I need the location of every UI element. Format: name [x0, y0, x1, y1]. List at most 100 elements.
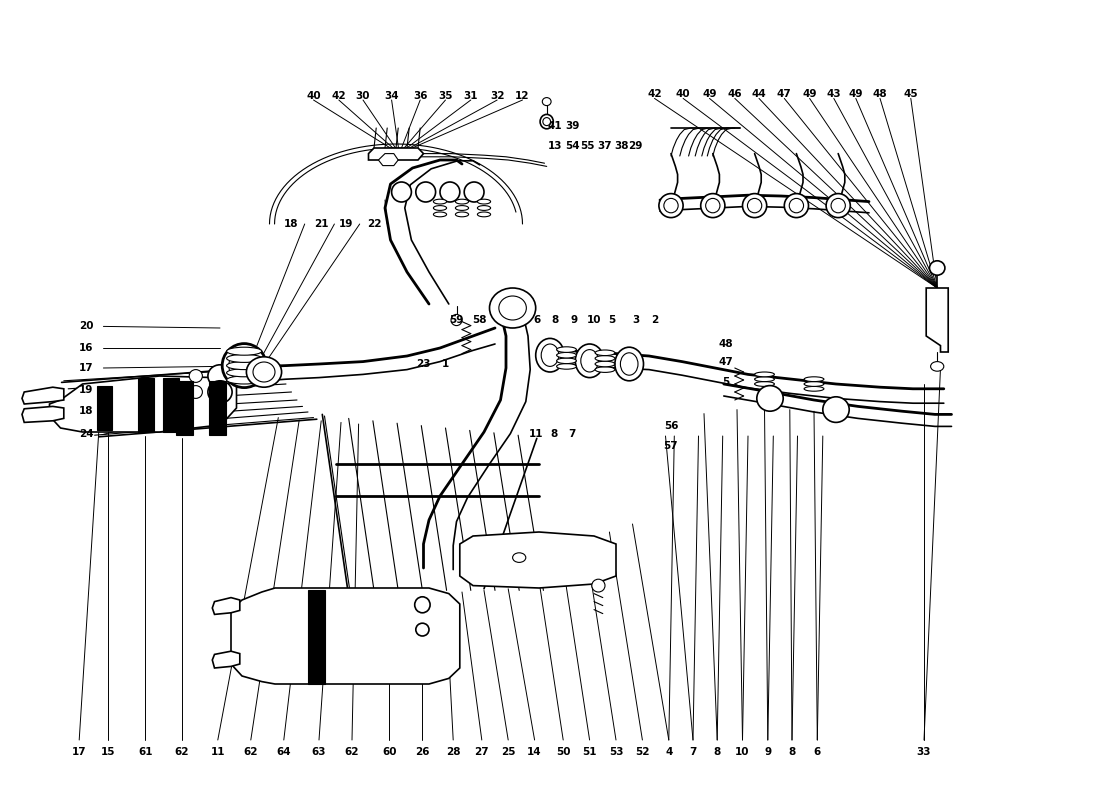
Ellipse shape — [931, 362, 944, 371]
Ellipse shape — [832, 198, 846, 213]
Text: 13: 13 — [548, 141, 563, 150]
Ellipse shape — [757, 386, 783, 411]
Ellipse shape — [433, 206, 447, 210]
Polygon shape — [22, 387, 64, 404]
Ellipse shape — [557, 363, 576, 370]
Ellipse shape — [540, 114, 553, 129]
Ellipse shape — [701, 194, 725, 218]
Text: 51: 51 — [582, 747, 597, 757]
Text: 48: 48 — [718, 339, 734, 349]
Text: 25: 25 — [500, 747, 516, 757]
Ellipse shape — [189, 370, 202, 382]
Ellipse shape — [189, 386, 202, 398]
Text: 2: 2 — [651, 315, 658, 325]
Text: 12: 12 — [515, 91, 530, 101]
Ellipse shape — [742, 194, 767, 218]
Text: 14: 14 — [527, 747, 542, 757]
Text: 7: 7 — [569, 429, 575, 438]
Ellipse shape — [784, 194, 808, 218]
Text: 57: 57 — [663, 441, 679, 450]
Text: 31: 31 — [463, 91, 478, 101]
Polygon shape — [97, 386, 112, 430]
Ellipse shape — [464, 182, 484, 202]
Text: 22: 22 — [366, 219, 382, 229]
Text: 8: 8 — [714, 747, 720, 757]
Text: 54: 54 — [564, 141, 580, 150]
Text: 44: 44 — [751, 90, 767, 99]
Ellipse shape — [208, 365, 232, 387]
Ellipse shape — [253, 362, 275, 382]
Text: 49: 49 — [702, 90, 717, 99]
Ellipse shape — [490, 288, 536, 328]
Ellipse shape — [542, 98, 551, 106]
Text: 59: 59 — [449, 315, 464, 325]
Ellipse shape — [541, 344, 559, 366]
Ellipse shape — [227, 354, 262, 362]
Text: 55: 55 — [580, 141, 595, 150]
Ellipse shape — [392, 182, 411, 202]
Text: 24: 24 — [79, 430, 94, 439]
Ellipse shape — [455, 199, 469, 204]
Text: 62: 62 — [243, 747, 258, 757]
Text: 11: 11 — [210, 747, 225, 757]
Text: 62: 62 — [344, 747, 360, 757]
Ellipse shape — [557, 346, 576, 352]
Text: 9: 9 — [764, 747, 771, 757]
Ellipse shape — [592, 579, 605, 592]
Text: 50: 50 — [556, 747, 571, 757]
Text: 41: 41 — [547, 121, 562, 130]
Ellipse shape — [595, 361, 615, 366]
Ellipse shape — [227, 376, 262, 384]
Text: 53: 53 — [608, 747, 624, 757]
Text: 9: 9 — [571, 315, 578, 325]
Polygon shape — [176, 381, 192, 435]
Text: 40: 40 — [675, 90, 691, 99]
Ellipse shape — [930, 261, 945, 275]
Ellipse shape — [455, 206, 469, 210]
Ellipse shape — [440, 182, 460, 202]
Polygon shape — [163, 378, 179, 432]
Ellipse shape — [415, 597, 430, 613]
Text: 18: 18 — [79, 406, 94, 416]
Text: 5: 5 — [608, 315, 615, 325]
Ellipse shape — [246, 357, 282, 387]
Polygon shape — [368, 148, 424, 160]
Ellipse shape — [595, 355, 615, 362]
Text: 47: 47 — [777, 90, 792, 99]
Text: 15: 15 — [100, 747, 116, 757]
Text: 17: 17 — [79, 363, 94, 373]
Polygon shape — [460, 532, 616, 588]
Text: 21: 21 — [314, 219, 329, 229]
Polygon shape — [22, 406, 64, 422]
Text: 30: 30 — [355, 91, 371, 101]
Ellipse shape — [498, 296, 527, 320]
Text: 34: 34 — [384, 91, 399, 101]
Text: 52: 52 — [635, 747, 650, 757]
Ellipse shape — [790, 198, 803, 213]
Text: 23: 23 — [416, 359, 431, 369]
Text: 19: 19 — [339, 219, 354, 229]
Text: 3: 3 — [632, 315, 639, 325]
Text: 42: 42 — [331, 91, 346, 101]
Ellipse shape — [620, 353, 638, 375]
Text: 36: 36 — [412, 91, 428, 101]
Ellipse shape — [804, 377, 824, 382]
Ellipse shape — [433, 199, 447, 204]
Text: 58: 58 — [472, 315, 487, 325]
Text: 26: 26 — [415, 747, 430, 757]
Ellipse shape — [581, 350, 598, 372]
Polygon shape — [50, 376, 236, 432]
Ellipse shape — [755, 372, 774, 377]
Ellipse shape — [595, 350, 615, 355]
Text: 18: 18 — [284, 219, 299, 229]
Ellipse shape — [416, 182, 436, 202]
Ellipse shape — [208, 381, 232, 403]
Text: 17: 17 — [72, 747, 87, 757]
Ellipse shape — [222, 344, 266, 387]
Ellipse shape — [804, 382, 824, 386]
Text: 5: 5 — [723, 377, 729, 386]
Text: 33: 33 — [916, 747, 932, 757]
Text: 61: 61 — [138, 747, 153, 757]
Text: 11: 11 — [528, 429, 543, 438]
Text: 4: 4 — [666, 747, 672, 757]
